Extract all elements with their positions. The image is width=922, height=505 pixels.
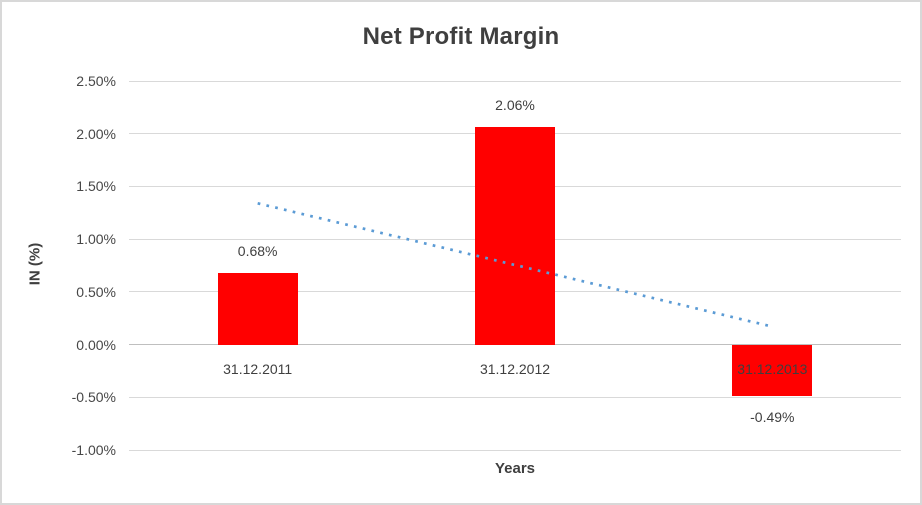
chart-title: Net Profit Margin (362, 23, 560, 50)
ytick-label-0.00%: 0.00% (76, 336, 116, 353)
x-axis-title: Years (494, 460, 536, 477)
bar-31.12.2013 (732, 344, 813, 397)
gridline-0.00% (129, 344, 901, 346)
bar-31.12.2012 (475, 127, 555, 345)
data-label--0.49%: -0.49% (750, 409, 795, 426)
ytick-label--1.00%: -1.00% (71, 442, 116, 458)
gridline-2.50% (129, 80, 901, 82)
gridline--0.50% (129, 396, 901, 398)
category-label-31.12.2013: 31.12.2013 (737, 360, 808, 377)
gridline--1.00% (129, 449, 901, 451)
ytick-label-0.50%: 0.50% (76, 283, 116, 300)
ytick-label--0.50%: -0.50% (71, 389, 116, 406)
ytick-label-1.00%: 1.00% (76, 231, 116, 248)
bar-31.12.2011 (217, 272, 298, 345)
ytick-label-2.00%: 2.00% (76, 125, 116, 142)
ytick-label-1.50%: 1.50% (76, 178, 116, 195)
data-label-0.68%: 0.68% (237, 242, 278, 259)
y-axis-title: IN (%) (26, 242, 44, 286)
ytick-label-2.50%: 2.50% (76, 73, 116, 89)
data-label-2.06%: 2.06% (495, 97, 535, 114)
category-label-31.12.2011: 31.12.2011 (223, 360, 293, 377)
category-label-31.12.2012: 31.12.2012 (479, 360, 551, 377)
